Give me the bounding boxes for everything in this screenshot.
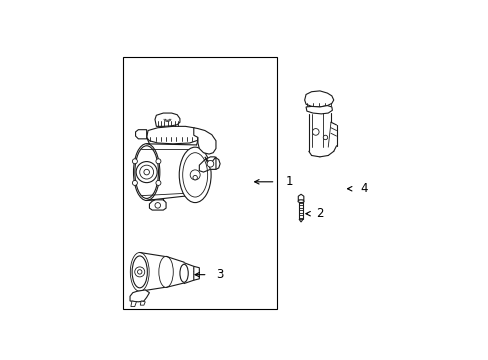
Polygon shape (193, 128, 216, 154)
Circle shape (207, 161, 213, 167)
Ellipse shape (297, 200, 304, 203)
Ellipse shape (159, 256, 173, 287)
Circle shape (135, 267, 144, 277)
Polygon shape (130, 290, 149, 302)
Polygon shape (299, 219, 303, 222)
Polygon shape (199, 157, 220, 172)
Circle shape (140, 165, 153, 179)
Ellipse shape (135, 146, 158, 198)
Circle shape (132, 159, 137, 164)
Polygon shape (155, 113, 180, 126)
Ellipse shape (179, 147, 211, 203)
Circle shape (132, 180, 137, 185)
Circle shape (155, 203, 160, 208)
Polygon shape (135, 130, 146, 139)
Circle shape (323, 135, 327, 140)
Circle shape (143, 169, 149, 175)
Polygon shape (305, 105, 332, 114)
Circle shape (137, 270, 142, 274)
Circle shape (190, 170, 200, 180)
Text: 1: 1 (285, 175, 292, 188)
Polygon shape (131, 301, 136, 307)
Polygon shape (204, 157, 216, 169)
Text: 2: 2 (315, 207, 323, 220)
Circle shape (156, 159, 161, 164)
Polygon shape (149, 200, 166, 210)
Ellipse shape (132, 256, 147, 288)
Polygon shape (140, 301, 145, 305)
Bar (123, 57, 276, 309)
Polygon shape (146, 126, 199, 144)
Circle shape (156, 180, 161, 185)
Polygon shape (304, 91, 333, 107)
Circle shape (312, 129, 319, 135)
Ellipse shape (160, 261, 171, 286)
Polygon shape (193, 266, 199, 280)
Text: 3: 3 (216, 268, 223, 281)
Text: 4: 4 (359, 182, 367, 195)
Circle shape (193, 175, 197, 180)
Ellipse shape (180, 264, 188, 282)
Polygon shape (298, 194, 303, 201)
Circle shape (136, 162, 157, 183)
